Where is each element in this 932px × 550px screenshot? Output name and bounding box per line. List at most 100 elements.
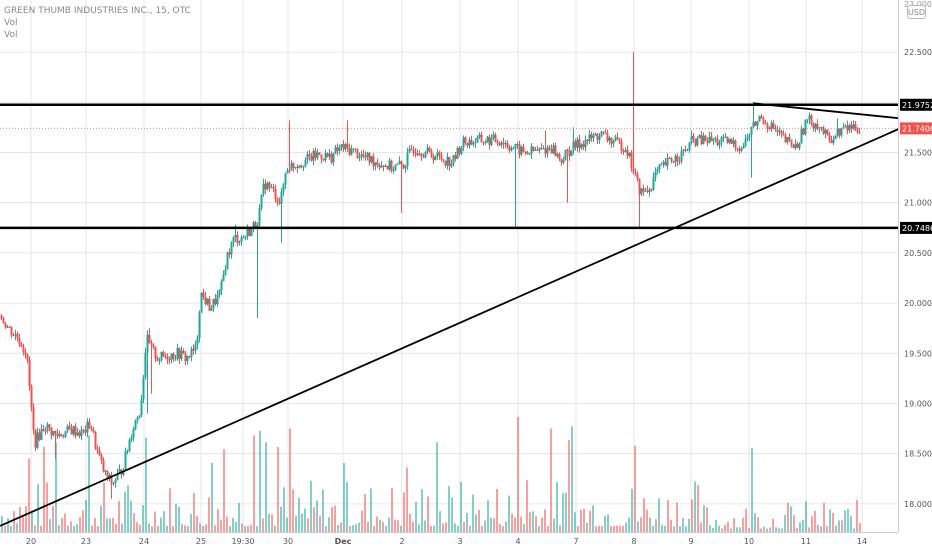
volume-bar: [700, 522, 702, 532]
volume-bar: [223, 449, 225, 532]
candle-body: [848, 125, 851, 131]
support-price-label: 20.7486: [902, 224, 932, 233]
volume-bar: [244, 526, 246, 532]
volume-bar: [559, 525, 561, 532]
candle-body: [568, 150, 571, 157]
candle-body: [100, 455, 103, 461]
volume-bar: [451, 497, 453, 532]
candle-body: [666, 157, 669, 166]
candle-body: [80, 429, 83, 437]
candle-body: [520, 146, 523, 155]
ascending-trendline[interactable]: [0, 127, 901, 527]
candle-body: [148, 334, 151, 344]
candle-body: [548, 147, 551, 150]
candle-body: [618, 138, 621, 141]
volume-bar: [190, 513, 192, 532]
candle-body: [184, 352, 187, 361]
candle-body: [128, 440, 131, 451]
volume-bar: [1, 516, 3, 532]
candle-body: [718, 142, 721, 145]
time-tick-label: 23: [81, 537, 91, 546]
candle-body: [412, 149, 415, 153]
candle-body: [56, 433, 59, 437]
candle-body: [594, 133, 597, 136]
price-axis[interactable]: 23.0000 18.0000 18.5000 19.0000 19.5000 20.00…: [898, 0, 932, 550]
candle-body: [846, 125, 849, 131]
candle-body: [838, 128, 841, 136]
volume-bar: [64, 513, 66, 532]
candle-body: [338, 147, 341, 151]
volume-bar: [649, 517, 651, 532]
volume-bar: [331, 506, 333, 532]
candle-body: [28, 360, 31, 387]
currency-button[interactable]: USD: [907, 5, 926, 19]
volume-bar: [343, 463, 345, 532]
candle-body: [112, 482, 115, 484]
volume-bar: [577, 526, 579, 532]
volume-bar: [646, 509, 648, 532]
volume-bar: [595, 526, 597, 532]
volume-bar: [43, 446, 45, 532]
candle-body: [302, 166, 305, 168]
volume-bar: [739, 527, 741, 532]
volume-bar: [277, 446, 279, 532]
volume-bar: [805, 501, 807, 532]
volume-bar: [724, 525, 726, 532]
candle-body: [808, 115, 811, 120]
candle-body: [768, 127, 771, 130]
candle-body: [524, 151, 527, 153]
candle-body: [400, 161, 403, 165]
volume-bar: [370, 488, 372, 532]
candle-body: [214, 298, 217, 305]
drawing-lines[interactable]: [0, 102, 901, 527]
price-axis-background: [898, 0, 932, 550]
volume-bar: [364, 494, 366, 532]
candle-body: [186, 355, 189, 361]
candle-body: [542, 148, 545, 150]
volume-bar: [352, 525, 354, 532]
volume-bar: [253, 435, 255, 532]
volume-bar: [841, 520, 843, 532]
candle-body: [728, 138, 731, 143]
volume-bar: [784, 515, 786, 532]
volume-bar: [391, 487, 393, 532]
candle-body: [574, 141, 577, 148]
volume-bar: [130, 500, 132, 532]
candle-body: [560, 158, 563, 163]
volume-bar: [850, 515, 852, 532]
candle-body: [394, 164, 397, 170]
candle-body: [118, 469, 121, 474]
volume-bar: [265, 442, 267, 532]
volume-bar: [520, 516, 522, 532]
candle-body: [744, 139, 747, 147]
volume-bar: [157, 526, 159, 532]
volume-bar: [610, 526, 612, 532]
volume-bar: [109, 518, 111, 532]
candle-body: [8, 326, 11, 328]
candle-body: [576, 139, 579, 148]
candle-body: [172, 353, 175, 359]
volume-bar: [499, 524, 501, 532]
candle-body: [544, 148, 547, 154]
volume-bar: [367, 521, 369, 532]
volume-bar: [748, 528, 750, 532]
candle-body: [510, 148, 513, 151]
candle-body: [72, 426, 75, 435]
candle-body: [168, 359, 171, 361]
candle-body: [620, 140, 623, 151]
candle-body: [354, 148, 357, 150]
volume-bar: [202, 526, 204, 532]
volume-bar: [853, 528, 855, 532]
candle-body: [68, 426, 71, 429]
volume-bar: [289, 428, 291, 532]
candle-body: [426, 147, 429, 153]
time-axis[interactable]: 20 23 24 25 19:30 30 Dec 2 3 4 7 8 9 10 11 14: [0, 532, 898, 550]
volume-bar: [355, 524, 357, 532]
candle-body: [764, 123, 767, 125]
candle-body: [526, 151, 529, 155]
volume-bar: [517, 417, 519, 532]
candle-body: [712, 139, 715, 142]
descending-trendline[interactable]: [752, 102, 901, 120]
volume-bar: [301, 513, 303, 532]
